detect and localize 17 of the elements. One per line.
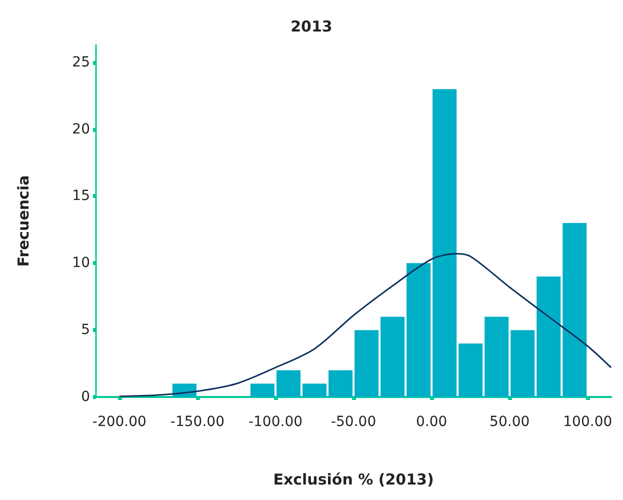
x-tick-label: -100.00 xyxy=(248,414,303,430)
chart-title: 2013 xyxy=(290,18,332,36)
y-tick-label: 5 xyxy=(81,322,90,338)
x-tick-label: 50.00 xyxy=(490,414,530,430)
y-tick-label: 25 xyxy=(72,54,90,70)
x-tick-label: 0.00 xyxy=(416,414,448,430)
x-tick-label: -200.00 xyxy=(92,414,146,430)
y-tick-label: 0 xyxy=(81,389,90,405)
x-tick-label: 100.00 xyxy=(563,414,612,430)
y-tick-label: 10 xyxy=(72,255,90,272)
x-tick-label: -50.00 xyxy=(330,414,376,430)
line-series xyxy=(118,253,612,398)
x-tick-label: -150.00 xyxy=(170,414,224,430)
y-tick-label: 15 xyxy=(72,188,90,204)
y-tick-label: 20 xyxy=(72,121,90,138)
y-axis-title: Frecuencia xyxy=(14,175,32,267)
x-axis-title: Exclusión % (2013) xyxy=(273,470,434,488)
